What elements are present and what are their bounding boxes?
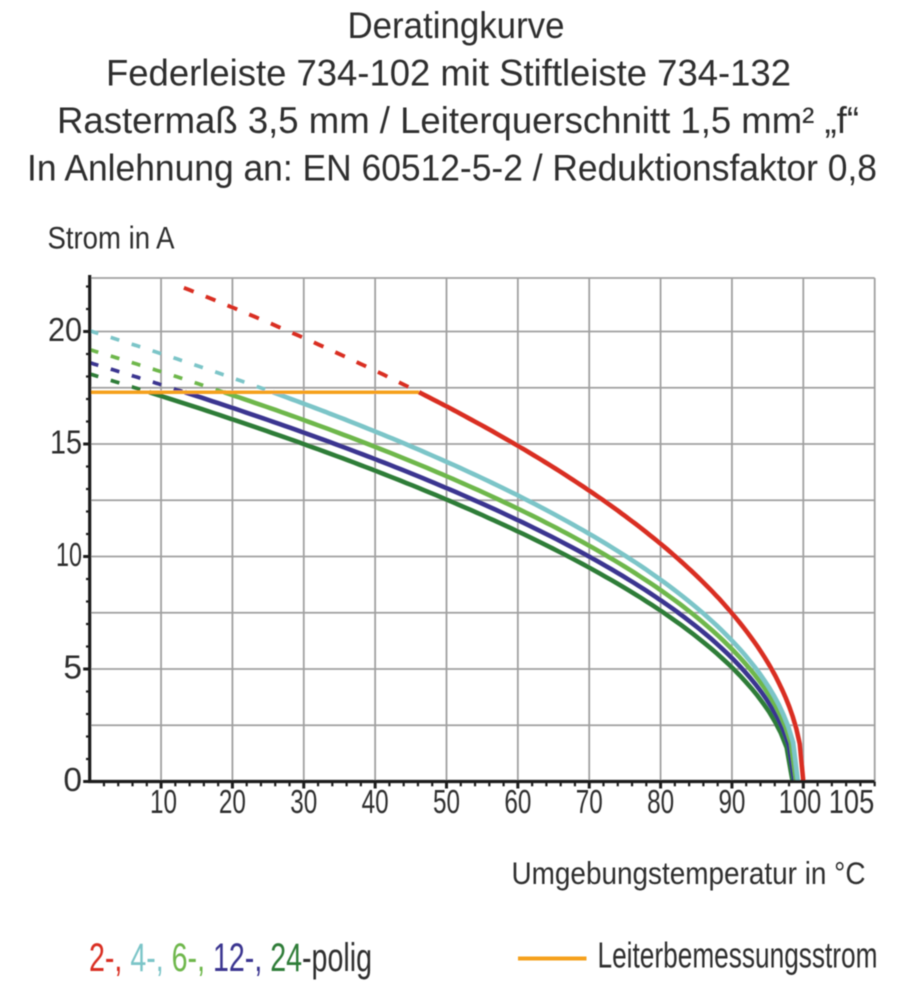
svg-text:15: 15	[50, 424, 82, 461]
svg-text:60: 60	[504, 784, 531, 821]
svg-text:70: 70	[576, 784, 603, 821]
svg-text:Federleiste 734-102 mit Stiftl: Federleiste 734-102 mit Stiftleiste 734-…	[106, 53, 791, 94]
svg-text:50: 50	[433, 784, 460, 821]
svg-text:Deratingkurve: Deratingkurve	[348, 5, 565, 46]
svg-text:Strom in A: Strom in A	[48, 220, 175, 256]
svg-text:0: 0	[63, 762, 82, 799]
svg-text:105: 105	[829, 784, 875, 821]
svg-text:10: 10	[150, 784, 177, 821]
svg-text:100: 100	[779, 784, 822, 821]
svg-text:20: 20	[219, 784, 246, 821]
svg-text:10: 10	[56, 537, 82, 574]
svg-text:40: 40	[362, 784, 389, 821]
svg-text:Leiterbemessungsstrom: Leiterbemessungsstrom	[598, 935, 878, 976]
svg-text:5: 5	[63, 649, 82, 686]
svg-text:Rastermaß 3,5 mm / Leiterquers: Rastermaß 3,5 mm / Leiterquerschnitt 1,5…	[57, 100, 859, 141]
svg-text:Umgebungstemperatur in °C: Umgebungstemperatur in °C	[512, 855, 866, 891]
svg-text:2-, 4-, 6-, 12-, 24-polig: 2-, 4-, 6-, 12-, 24-polig	[89, 936, 372, 980]
svg-text:30: 30	[290, 784, 317, 821]
svg-text:20: 20	[48, 312, 82, 349]
svg-text:90: 90	[718, 784, 745, 821]
svg-text:80: 80	[647, 784, 674, 821]
svg-text:In Anlehnung an: EN 60512-5-2: In Anlehnung an: EN 60512-5-2 / Reduktio…	[27, 148, 877, 189]
